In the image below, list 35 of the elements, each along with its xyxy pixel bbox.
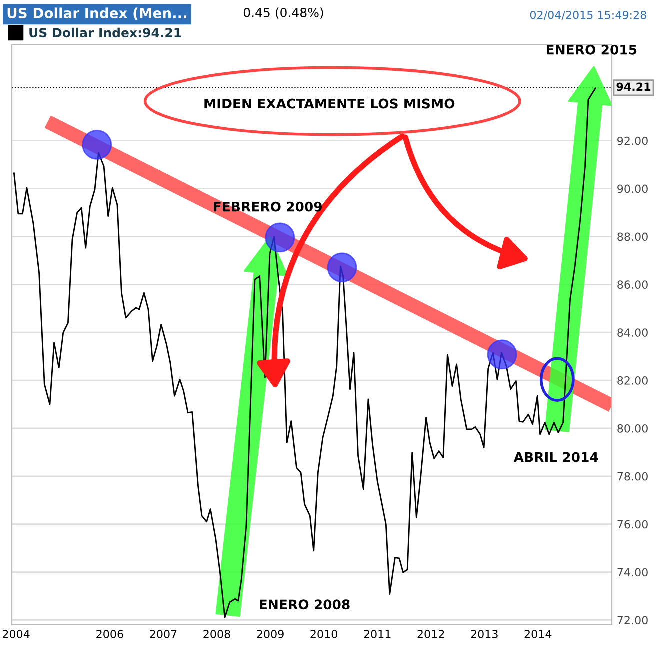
y-tick-label: 82.00 (618, 376, 648, 385)
x-tick-label: 2014 (524, 630, 552, 638)
point (487, 340, 518, 370)
x-tick-label: 2006 (96, 630, 124, 638)
ref-line-label: 94.21 (616, 82, 651, 92)
y-tick-label: 88.00 (618, 232, 648, 242)
chart-title: US Dollar Index (Men... (8, 8, 186, 20)
x-tick-label: 2009 (257, 630, 284, 638)
y-tick-label: 72.00 (618, 616, 648, 625)
annotation: ENERO 2015 (546, 44, 637, 55)
x-tick-label: 2013 (471, 630, 498, 638)
annotation: MIDEN EXACTAMENTE LOS MISMO (204, 98, 455, 109)
y-tick-label: 80.00 (618, 424, 648, 433)
text: 02/04/2015 15:49:28 (530, 10, 646, 20)
annotation: ABRIL 2014 (514, 452, 598, 462)
annotation: ENERO 2008 (260, 600, 350, 610)
y-tick-label: 90.00 (618, 184, 648, 194)
line-series (13, 87, 597, 618)
y-tick-label: 84.00 (618, 328, 648, 337)
y-tick-label: 92.00 (618, 136, 648, 146)
y-tick-label: 78.00 (618, 472, 648, 481)
x-tick-label: 2010 (310, 630, 338, 638)
x-tick-label: 2011 (364, 630, 391, 638)
x-tick-label: 2008 (204, 630, 230, 638)
point (327, 252, 358, 283)
y-tick-label: 76.00 (618, 520, 648, 529)
x-tick-label: 2004 (2, 630, 30, 638)
y-tick-label: 74.00 (618, 568, 648, 577)
point (265, 222, 296, 253)
y-tick-label: 86.00 (618, 280, 648, 290)
point (82, 130, 112, 160)
chart-subtitle: 0.45 (0.48%) (244, 8, 324, 19)
legend-label: US Dollar Index:94.21 (30, 28, 182, 38)
x-tick-label: 2007 (150, 630, 177, 638)
x-tick-label: 2012 (418, 630, 444, 638)
